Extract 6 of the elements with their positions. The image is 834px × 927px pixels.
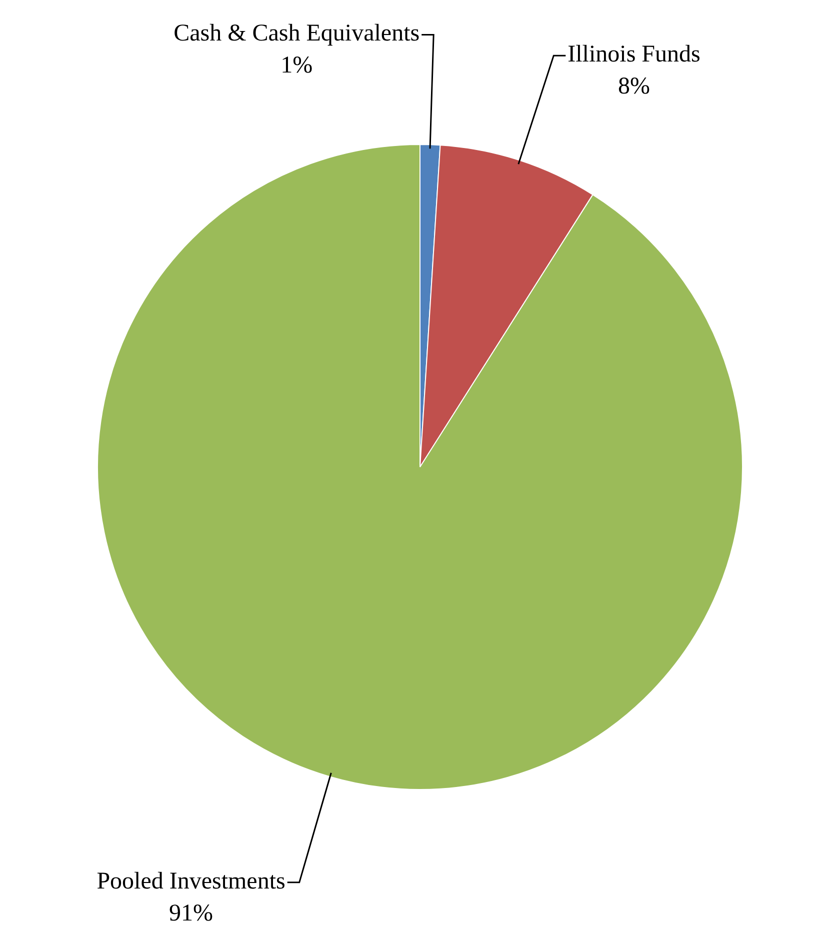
data-label: 1% xyxy=(280,52,313,79)
data-label: 8% xyxy=(618,74,650,100)
slice-label: Illinois Funds xyxy=(568,42,700,68)
slice-label: Pooled Investments xyxy=(96,868,286,894)
data-label: 91% xyxy=(169,900,214,926)
slice-label: Cash & Cash Equivalents xyxy=(174,20,420,47)
